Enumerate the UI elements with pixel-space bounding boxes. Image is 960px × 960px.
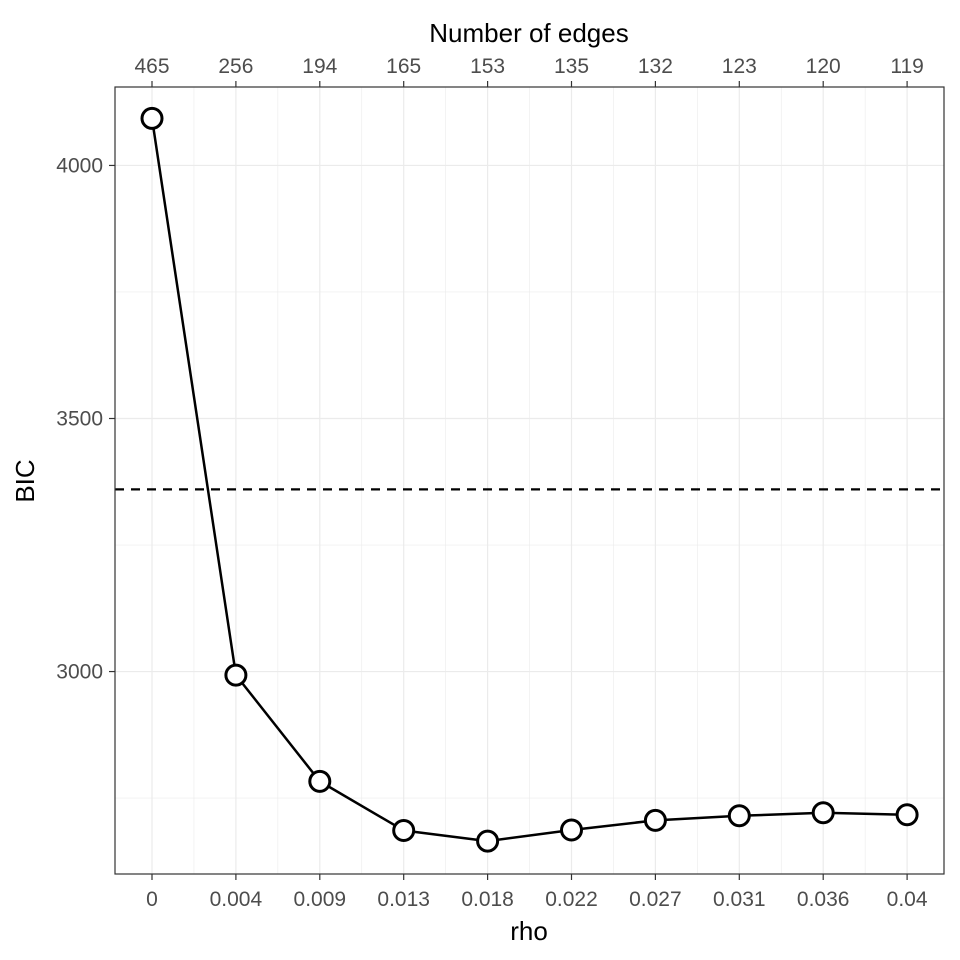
y-tick-label: 3000 bbox=[56, 661, 103, 684]
top-tick-label: 153 bbox=[470, 55, 505, 78]
series-line bbox=[150, 118, 908, 843]
top-tick-label: 165 bbox=[386, 55, 421, 78]
x-tick-label: 0 bbox=[146, 888, 158, 911]
x-tick-label: 0.009 bbox=[294, 888, 347, 911]
top-axis-title: Number of edges bbox=[429, 18, 628, 48]
data-point bbox=[895, 803, 919, 827]
data-point bbox=[560, 818, 583, 842]
data-point bbox=[224, 663, 248, 687]
x-tick-label: 0.031 bbox=[713, 888, 766, 911]
x-tick-label: 0.018 bbox=[461, 888, 514, 911]
top-tick-label: 123 bbox=[722, 55, 757, 78]
top-tick-label: 465 bbox=[134, 55, 169, 78]
data-point bbox=[811, 801, 835, 825]
data-point bbox=[140, 106, 164, 130]
grid-layer bbox=[115, 87, 944, 874]
panel-border bbox=[114, 86, 945, 875]
top-tick-label: 194 bbox=[302, 55, 337, 78]
x-tick-label: 0.013 bbox=[377, 888, 430, 911]
x-tick-label: 0.027 bbox=[629, 888, 682, 911]
top-tick-label: 135 bbox=[554, 55, 589, 78]
data-point bbox=[392, 818, 416, 842]
data-point bbox=[727, 804, 751, 828]
top-tick-label: 120 bbox=[806, 55, 841, 78]
series-layer bbox=[150, 118, 908, 843]
x-tick-label: 0.022 bbox=[545, 888, 598, 911]
y-tick-label: 4000 bbox=[56, 154, 103, 177]
x-axis-title: rho bbox=[510, 916, 548, 946]
axis-layer: 0 465 0.004 256 0.009 194 0.013 165 0.018 153 0.02… bbox=[56, 55, 928, 911]
x-tick-label: 0.004 bbox=[210, 888, 263, 911]
x-tick-label: 0.036 bbox=[797, 888, 850, 911]
y-axis-title: BIC bbox=[10, 459, 40, 502]
top-tick-label: 119 bbox=[890, 55, 923, 78]
data-point bbox=[476, 829, 500, 853]
y-tick-label: 3500 bbox=[56, 408, 103, 431]
data-point bbox=[643, 808, 667, 832]
x-tick-label: 0.04 bbox=[887, 888, 928, 911]
top-tick-label: 132 bbox=[638, 55, 673, 78]
marker-layer bbox=[140, 106, 919, 853]
top-tick-label: 256 bbox=[218, 55, 253, 78]
data-point bbox=[308, 769, 332, 793]
